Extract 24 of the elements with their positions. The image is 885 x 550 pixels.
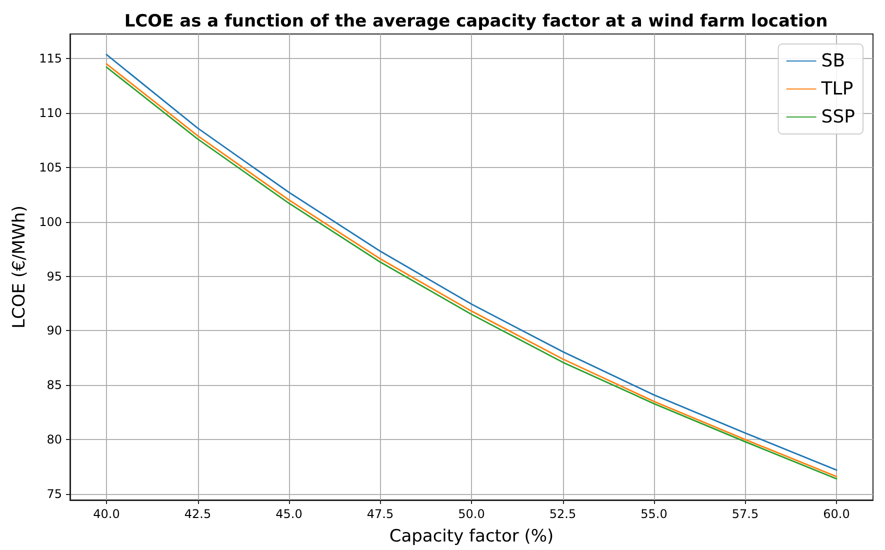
y-tick-label: 75 xyxy=(46,487,62,502)
x-tick-label: 42.5 xyxy=(184,507,212,521)
y-tick-label: 95 xyxy=(46,269,62,284)
x-tick-label: 52.5 xyxy=(549,507,576,521)
y-tick-label: 105 xyxy=(39,160,62,174)
y-tick-label: 85 xyxy=(46,378,62,392)
x-tick-label: 45.0 xyxy=(276,507,302,521)
legend-label: SSP xyxy=(821,106,856,128)
y-tick-label: 110 xyxy=(39,106,62,120)
chart-title: LCOE as a function of the average capacity factor at a wind farm location xyxy=(124,12,828,32)
x-tick-label: 57.5 xyxy=(732,507,759,521)
y-tick-label: 90 xyxy=(46,324,62,338)
x-tick-label: 47.5 xyxy=(366,507,394,521)
legend-label: TLP xyxy=(820,78,854,100)
x-tick-label: 40.0 xyxy=(93,507,120,521)
y-tick-label: 100 xyxy=(39,214,62,229)
x-tick-label: 55.0 xyxy=(640,507,668,521)
y-tick-label: 80 xyxy=(46,432,62,447)
x-tick-label: 60.0 xyxy=(823,507,850,521)
legend-label: SB xyxy=(821,50,846,72)
y-tick-label: 115 xyxy=(39,52,62,66)
x-tick-label: 50.0 xyxy=(458,507,485,521)
x-axis-title: Capacity factor (%) xyxy=(389,526,554,546)
y-axis-title: LCOE (€/MWh) xyxy=(10,206,30,328)
